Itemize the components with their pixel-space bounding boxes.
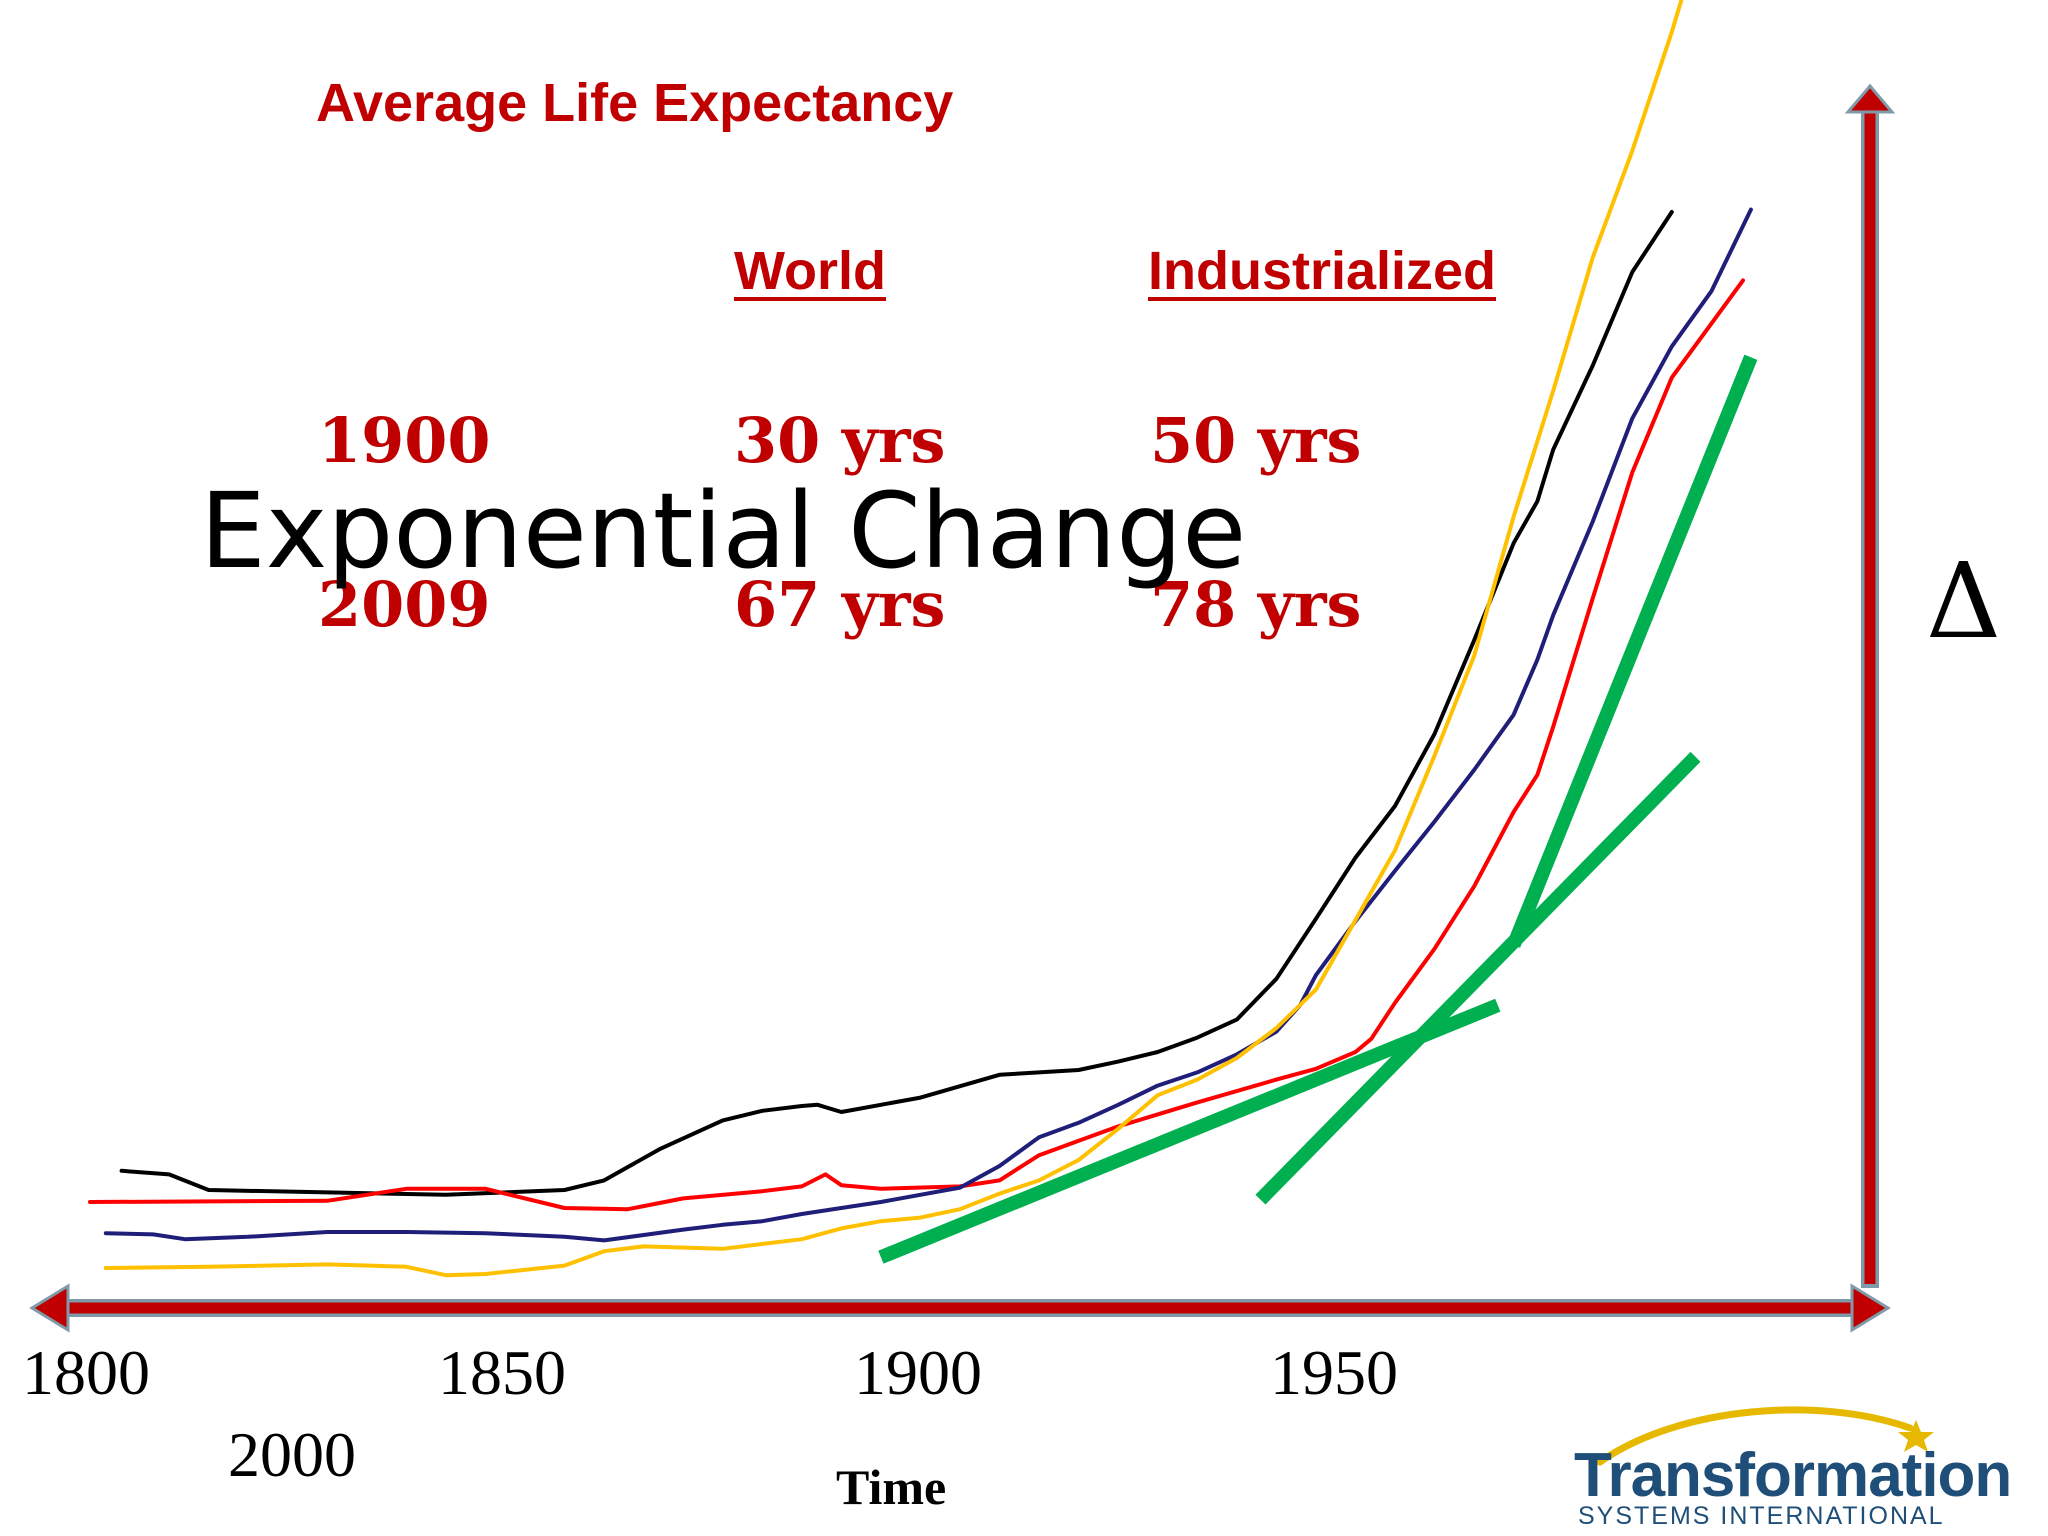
x-tick-label: 1800 xyxy=(22,1337,150,1408)
table-row-industrialized: 50 yrs xyxy=(1150,404,1362,477)
series-line-3 xyxy=(103,207,1753,1243)
trend-line-1 xyxy=(878,998,1501,1264)
y-axis-arrow-top xyxy=(1844,83,1896,114)
star-icon xyxy=(1898,1420,1934,1452)
x-axis-arrow-left xyxy=(29,1283,70,1333)
logo-swoosh-icon xyxy=(1596,1406,1934,1466)
series-line-2 xyxy=(88,278,1745,1212)
overlay-title: Exponential Change xyxy=(200,470,1247,592)
x-axis xyxy=(29,1283,1891,1333)
logo-subtitle: SYSTEMS INTERNATIONAL xyxy=(1578,1502,1945,1530)
x-tick-label: 2000 xyxy=(228,1419,356,1490)
series-line-4 xyxy=(103,0,1684,1278)
trend-line-2 xyxy=(1255,751,1701,1205)
trend-line-3 xyxy=(1507,354,1758,948)
x-axis-arrow-right xyxy=(1850,1283,1891,1333)
x-tick-label: 1850 xyxy=(438,1337,566,1408)
company-logo: Transformation SYSTEMS INTERNATIONAL xyxy=(1560,1390,2012,1530)
table-row-industrialized: 78 yrs xyxy=(1150,568,1362,641)
table-row-world: 30 yrs xyxy=(734,404,946,477)
table-row-world: 67 yrs xyxy=(734,568,946,641)
series-layer xyxy=(88,0,1753,1278)
x-axis-label: Time xyxy=(836,1459,947,1515)
y-axis xyxy=(1844,83,1896,1288)
y-axis-label: Δ xyxy=(1926,540,2002,662)
table-header-world: World xyxy=(734,241,886,301)
table-row-year: 1900 xyxy=(318,404,491,477)
logo-name: Transformation xyxy=(1574,1441,2012,1510)
table-header-industrialized: Industrialized xyxy=(1148,241,1497,301)
x-tick-label: 1900 xyxy=(854,1337,982,1408)
chart-title: Average Life Expectancy xyxy=(316,73,954,133)
series-line-1 xyxy=(119,210,1674,1197)
table-row-year: 2009 xyxy=(318,568,491,641)
trend-layer xyxy=(878,354,1758,1264)
x-tick-label: 1950 xyxy=(1270,1337,1398,1408)
